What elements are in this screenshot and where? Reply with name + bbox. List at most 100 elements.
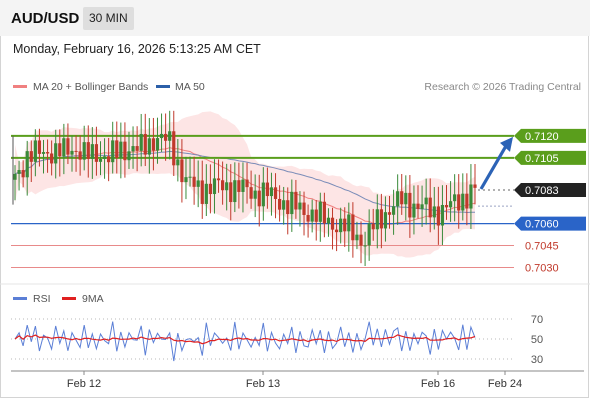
candle-body [383, 212, 388, 229]
candle-body [375, 209, 379, 230]
candle-body [233, 180, 237, 203]
candle-body [282, 200, 286, 210]
level-label-0.7083: 0.7083 [525, 185, 559, 197]
rsi-tick-50: 50 [531, 334, 543, 346]
candle-body [208, 183, 212, 195]
candle-body [359, 234, 363, 246]
candle-body [131, 146, 135, 152]
candle-body [74, 150, 78, 152]
candle-body [457, 194, 461, 211]
candle-body [339, 218, 343, 233]
candle-body [453, 194, 457, 202]
x-tick-label-Feb-13: Feb 13 [246, 378, 280, 390]
candle-body [94, 144, 99, 162]
candle-body [237, 180, 241, 192]
candle-body [249, 187, 253, 199]
candle-body [188, 176, 192, 178]
symbol-title: AUD/USD [11, 10, 80, 27]
candle-body [58, 143, 62, 157]
candle-body [326, 217, 331, 224]
candle-body [265, 182, 269, 197]
candle-body [155, 138, 160, 151]
candle-body [107, 156, 111, 163]
candle-body [172, 131, 176, 166]
legend-9ma-label: 9MA [82, 293, 104, 305]
candle-body [314, 209, 318, 222]
credit-text: Research © 2026 Trading Central [424, 81, 581, 93]
level-label-0.7045: 0.7045 [525, 241, 559, 253]
candle-body [347, 214, 351, 232]
candle-body [294, 191, 298, 210]
candle-body [330, 217, 335, 230]
candle-body [343, 218, 347, 232]
candle-body [387, 212, 392, 215]
candle-body [334, 229, 339, 233]
candle-body [318, 201, 322, 222]
candle-body [127, 151, 131, 161]
candle-body [404, 192, 408, 205]
candle-body [322, 201, 326, 224]
candle-body [286, 200, 290, 215]
candle-body [70, 150, 74, 155]
candle-body [355, 234, 359, 241]
candle-body [115, 140, 119, 158]
candle-body [180, 159, 184, 183]
candle-body [123, 141, 127, 161]
x-tick-label-Feb-16: Feb 16 [421, 378, 455, 390]
candle-body [273, 187, 278, 199]
candle-body [412, 203, 416, 218]
candle-body [241, 179, 245, 192]
level-label-0.7060: 0.7060 [525, 219, 559, 231]
header-bar: AUD/USD 30 MIN [0, 0, 590, 36]
candle-body [225, 182, 229, 191]
candle-body [147, 138, 151, 155]
bollinger-band [15, 111, 475, 258]
candle-body [367, 223, 371, 246]
candle-body [221, 180, 225, 191]
forecast-arrow-head [500, 136, 513, 152]
rsi-9ma-line [14, 334, 476, 345]
candle-body [432, 206, 436, 218]
candle-body [98, 158, 103, 162]
candle-body [54, 143, 58, 164]
candle-body [102, 156, 107, 159]
candle-body [192, 176, 196, 187]
candle-body [29, 151, 33, 162]
legend-9ma-swatch [62, 297, 76, 300]
candle-body [261, 182, 265, 207]
timeframe-badge[interactable]: 30 MIN [83, 7, 134, 30]
candle-body [41, 152, 46, 154]
candle-body [13, 173, 17, 180]
candle-body [448, 201, 453, 208]
candle-body [135, 146, 139, 151]
candle-body [351, 214, 355, 241]
candle-body [400, 191, 404, 205]
level-tag-0.7120 [514, 128, 586, 143]
candle-body [82, 142, 86, 160]
candle-body [298, 202, 302, 210]
rsi-tick-70: 70 [531, 314, 543, 326]
candle-body [25, 151, 29, 178]
candle-body [396, 191, 400, 207]
candle-body [391, 206, 396, 215]
candle-body [253, 190, 257, 199]
candle-body [278, 198, 282, 210]
level-label-0.7120: 0.7120 [525, 131, 559, 143]
candle-body [37, 140, 42, 154]
candle-body [420, 204, 424, 209]
rsi-tick-30: 30 [531, 354, 543, 366]
candle-body [444, 204, 449, 208]
candle-body [436, 206, 440, 226]
candle-body [86, 142, 90, 159]
candle-body [408, 192, 412, 218]
candle-body [465, 193, 469, 209]
candle-body [379, 209, 383, 229]
candle-body [66, 138, 70, 155]
candle-body [151, 138, 156, 151]
legend-rsi-swatch [13, 297, 27, 300]
candle-body [111, 140, 115, 163]
candle-body [428, 197, 432, 218]
legend-ma20-label: MA 20 + Bollinger Bands [33, 81, 148, 93]
legend-ma50-swatch [156, 85, 170, 88]
legend-ma50-label: MA 50 [175, 81, 205, 93]
